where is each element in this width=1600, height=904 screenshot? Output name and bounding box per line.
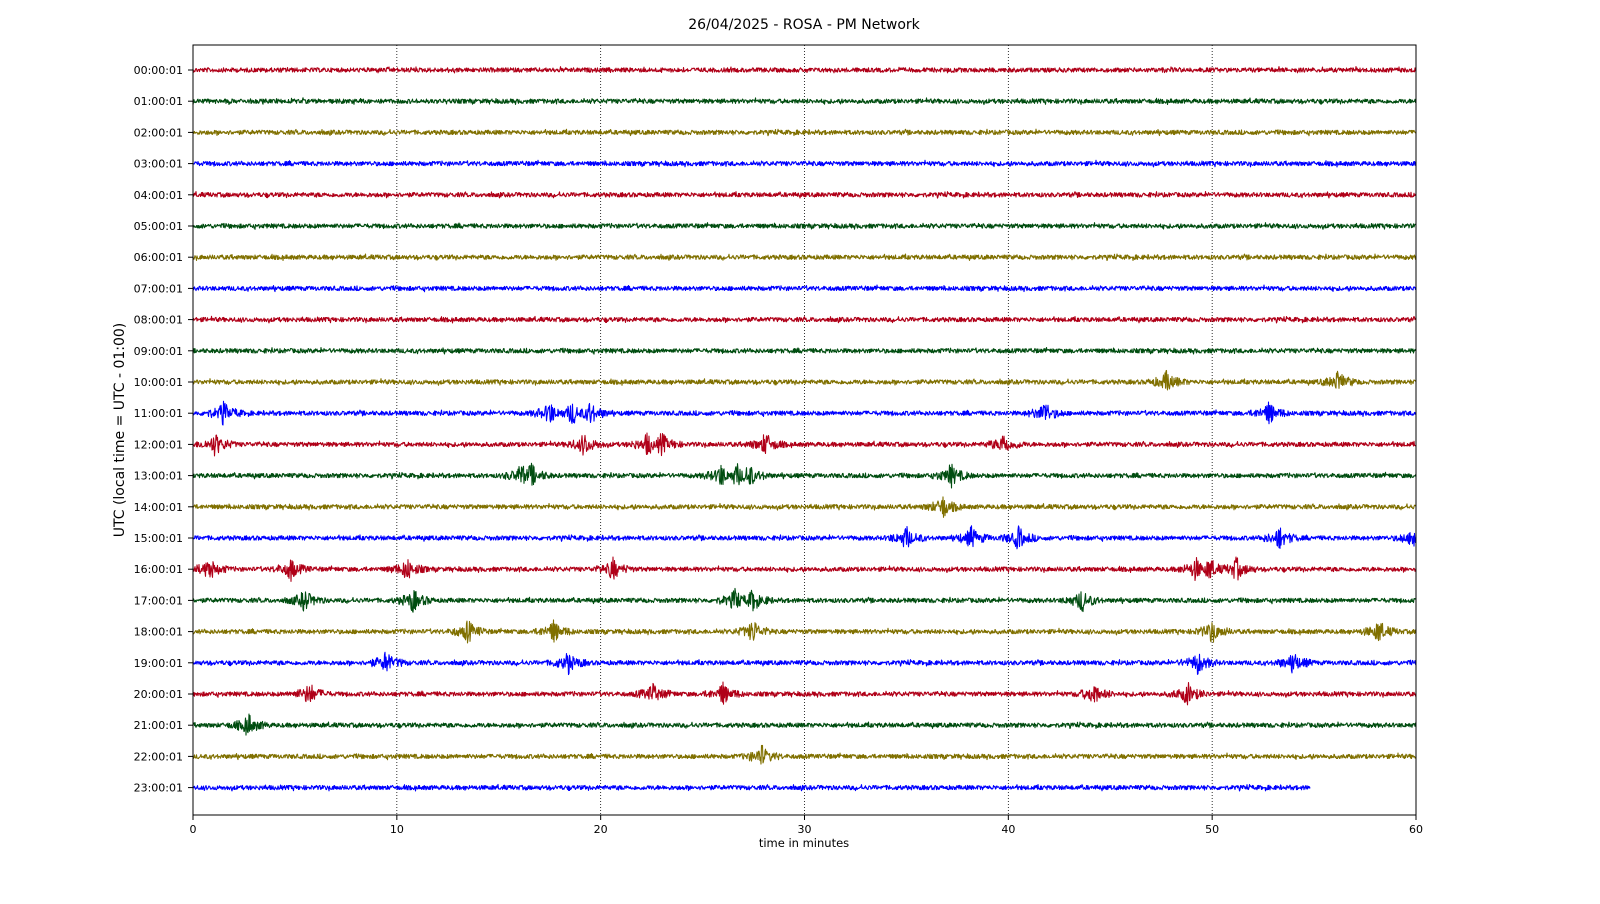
- x-tick-label: 40: [1001, 823, 1015, 836]
- trace-21-00-01: [192, 713, 1417, 736]
- y-tick-label: 09:00:01: [134, 345, 183, 358]
- trace-15-00-01: [192, 525, 1417, 550]
- trace-23-00-01: [192, 783, 1311, 792]
- trace-16-00-01: [192, 556, 1417, 582]
- trace-09-00-01: [192, 346, 1417, 355]
- y-tick-label: 23:00:01: [134, 782, 183, 795]
- y-tick-label: 19:00:01: [134, 657, 183, 670]
- trace-10-00-01: [192, 369, 1417, 391]
- x-tick-label: 20: [594, 823, 608, 836]
- y-tick-label: 14:00:01: [134, 501, 183, 514]
- x-tick-label: 10: [390, 823, 404, 836]
- y-tick-label: 03:00:01: [134, 158, 183, 171]
- y-axis-label: UTC (local time = UTC - 01:00): [112, 323, 128, 538]
- trace-02-00-01: [192, 128, 1417, 137]
- x-axis: 0 10 20 30 40 50 60: [190, 815, 1423, 836]
- y-tick-label: 12:00:01: [134, 438, 183, 451]
- trace-17-00-01: [192, 587, 1417, 613]
- y-tick-label: 22:00:01: [134, 750, 183, 763]
- y-axis: 00:00:01 01:00:01 02:00:01 03:00:01 04:00:01…: [134, 64, 193, 795]
- y-tick-label: 18:00:01: [134, 626, 183, 639]
- y-tick-label: 15:00:01: [134, 532, 183, 545]
- x-tick-label: 0: [190, 823, 197, 836]
- trace-08-00-01: [192, 315, 1417, 324]
- trace-14-00-01: [192, 496, 1417, 518]
- y-tick-label: 05:00:01: [134, 220, 183, 233]
- y-tick-label: 13:00:01: [134, 470, 183, 483]
- trace-00-00-01: [192, 66, 1417, 74]
- y-tick-label: 07:00:01: [134, 282, 183, 295]
- grid-lines: [396, 45, 1213, 815]
- trace-01-00-01: [192, 97, 1417, 106]
- trace-04-00-01: [192, 191, 1417, 199]
- trace-06-00-01: [192, 253, 1417, 262]
- trace-20-00-01: [192, 681, 1417, 706]
- x-axis-label: time in minutes: [759, 836, 849, 850]
- y-tick-label: 02:00:01: [134, 126, 183, 139]
- y-tick-label: 00:00:01: [134, 64, 183, 77]
- trace-12-00-01: [192, 432, 1417, 457]
- y-tick-label: 17:00:01: [134, 594, 183, 607]
- trace-22-00-01: [192, 744, 1417, 765]
- y-tick-label: 20:00:01: [134, 688, 183, 701]
- traces: [192, 66, 1417, 792]
- x-tick-label: 30: [798, 823, 812, 836]
- x-tick-label: 50: [1205, 823, 1219, 836]
- trace-11-00-01: [192, 400, 1417, 426]
- trace-03-00-01: [192, 159, 1417, 168]
- trace-18-00-01: [192, 619, 1417, 644]
- y-tick-label: 01:00:01: [134, 95, 183, 108]
- trace-05-00-01: [192, 222, 1417, 230]
- x-tick-label: 60: [1409, 823, 1423, 836]
- y-tick-label: 11:00:01: [134, 407, 183, 420]
- y-tick-label: 21:00:01: [134, 719, 183, 732]
- trace-13-00-01: [192, 462, 1417, 489]
- y-tick-label: 16:00:01: [134, 563, 183, 576]
- chart-title: 26/04/2025 - ROSA - PM Network: [688, 17, 920, 33]
- trace-07-00-01: [192, 284, 1417, 293]
- y-tick-label: 04:00:01: [134, 189, 183, 202]
- y-tick-label: 06:00:01: [134, 251, 183, 264]
- y-tick-label: 10:00:01: [134, 376, 183, 389]
- trace-19-00-01: [192, 651, 1417, 676]
- y-tick-label: 08:00:01: [134, 314, 183, 327]
